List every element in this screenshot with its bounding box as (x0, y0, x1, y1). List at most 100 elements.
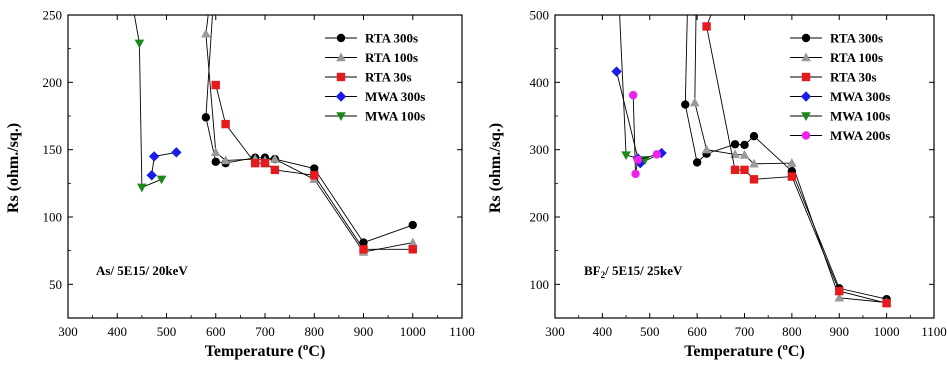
series-mwa-300s (146, 147, 182, 181)
data-point (211, 157, 220, 166)
series-line (616, 71, 662, 164)
series-line (215, 84, 413, 250)
legend-marker (336, 52, 346, 62)
y-tick-label: 500 (530, 8, 550, 23)
legend-marker (801, 33, 811, 43)
data-point (260, 158, 270, 168)
data-point (652, 150, 662, 159)
y-axis-label: Rs (ohm./sq.) (487, 123, 504, 213)
data-point (209, 0, 217, 6)
data-point (210, 147, 221, 157)
y-axis-label: Rs (ohm./sq.) (5, 123, 22, 213)
data-point (408, 245, 417, 254)
data-point (787, 172, 797, 181)
y-tick-label: 300 (530, 142, 550, 157)
x-tick-label: 900 (354, 324, 374, 339)
data-point (201, 28, 211, 38)
data-point (835, 286, 844, 296)
data-point (739, 150, 750, 159)
x-tick-label: 700 (255, 324, 275, 339)
data-point (270, 154, 280, 163)
series-rta-100s (201, 0, 418, 256)
x-tick-label: 1000 (874, 324, 900, 339)
x-tick-label: 800 (782, 324, 802, 339)
data-point (834, 292, 845, 302)
data-point (270, 165, 280, 175)
x-tick-label: 1100 (449, 324, 475, 339)
data-point (702, 22, 711, 31)
series-line (133, 15, 162, 189)
data-point (633, 155, 643, 164)
x-tick-label: 900 (830, 324, 850, 339)
series-line (706, 15, 887, 304)
legend-label: RTA 300s (365, 31, 418, 46)
legend-marker (336, 112, 346, 121)
y-tick-label: 150 (43, 142, 63, 157)
data-point (712, 0, 720, 6)
sample-annotation: As/ 5E15/ 20keV (96, 263, 188, 278)
data-point (146, 170, 157, 181)
series-rta-100s (689, 0, 892, 307)
data-point (614, 0, 624, 7)
data-point (621, 151, 631, 161)
legend-label: MWA 300s (365, 89, 425, 104)
data-point (407, 237, 418, 247)
x-tick-label: 1000 (400, 324, 426, 339)
data-point (310, 164, 319, 173)
x-axis-label: Temperature (oC) (684, 341, 805, 360)
legend-label: MWA 300s (830, 89, 890, 104)
x-tick-label: 500 (157, 324, 177, 339)
data-point (156, 175, 167, 185)
series-rta-300s (681, 0, 891, 304)
y-tick-label: 400 (530, 75, 550, 90)
data-point (691, 0, 701, 5)
legend-marker (800, 91, 812, 102)
x-tick-label: 400 (108, 324, 128, 339)
data-point (137, 183, 147, 193)
x-tick-label: 600 (687, 324, 707, 339)
legend-marker (336, 72, 346, 82)
x-tick-label: 500 (640, 324, 660, 339)
data-point (408, 220, 417, 230)
data-point (127, 0, 137, 7)
legend-marker (801, 131, 811, 140)
x-tick-label: 700 (735, 324, 755, 339)
legend: RTA 300s RTA 100s RTA 30s MWA 300s MWA 100s M… (790, 31, 890, 143)
x-tick-label: 600 (206, 324, 226, 339)
data-point (749, 175, 759, 184)
data-point (171, 147, 182, 158)
data-area (611, 0, 892, 308)
legend-label: RTA 100s (365, 50, 418, 65)
series-line (205, 15, 413, 244)
data-point (692, 158, 702, 167)
y-tick-label: 50 (49, 277, 62, 292)
data-area (127, 0, 418, 256)
data-point (201, 113, 211, 122)
y-tick-label: 100 (530, 277, 550, 292)
data-point (611, 66, 622, 77)
chart-panel-bf2: 300 400 500 600 700 800 900 1000 1100 100 200 300 40… (487, 0, 947, 361)
data-point (740, 165, 749, 175)
y-tick-label: 250 (43, 8, 63, 23)
data-point (683, 0, 691, 6)
legend-label: MWA 100s (830, 109, 890, 124)
y-tick-label: 200 (530, 210, 550, 225)
data-point (730, 140, 740, 149)
y-tick-label: 100 (43, 210, 63, 225)
data-point (220, 155, 231, 165)
data-point (730, 165, 740, 175)
legend-label: RTA 30s (365, 70, 412, 85)
legend: RTA 300s RTA 100s RTA 30s MWA 300s MWA 100s (325, 31, 425, 124)
legend-label: MWA 100s (365, 109, 425, 124)
data-point (882, 298, 891, 308)
data-point (205, 0, 215, 5)
legend-marker (801, 72, 811, 82)
legend-label: RTA 100s (830, 50, 883, 65)
data-point (250, 158, 260, 168)
y-tick-label: 200 (43, 75, 63, 90)
x-tick-label: 300 (58, 324, 78, 339)
legend-label: RTA 300s (830, 31, 883, 46)
data-point (359, 245, 368, 254)
data-point (701, 144, 712, 154)
